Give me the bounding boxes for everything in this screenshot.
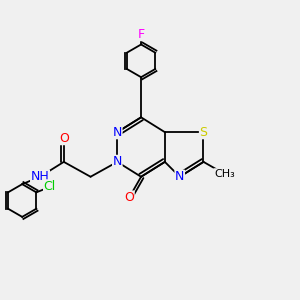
Text: N: N	[112, 155, 122, 168]
Text: N: N	[112, 126, 122, 139]
Text: O: O	[59, 132, 69, 145]
Text: N: N	[175, 170, 184, 183]
Text: CH₃: CH₃	[214, 169, 235, 179]
Text: O: O	[124, 191, 134, 204]
Text: F: F	[137, 28, 145, 40]
Text: Cl: Cl	[44, 180, 56, 193]
Text: NH: NH	[31, 170, 50, 183]
Text: S: S	[200, 126, 208, 139]
